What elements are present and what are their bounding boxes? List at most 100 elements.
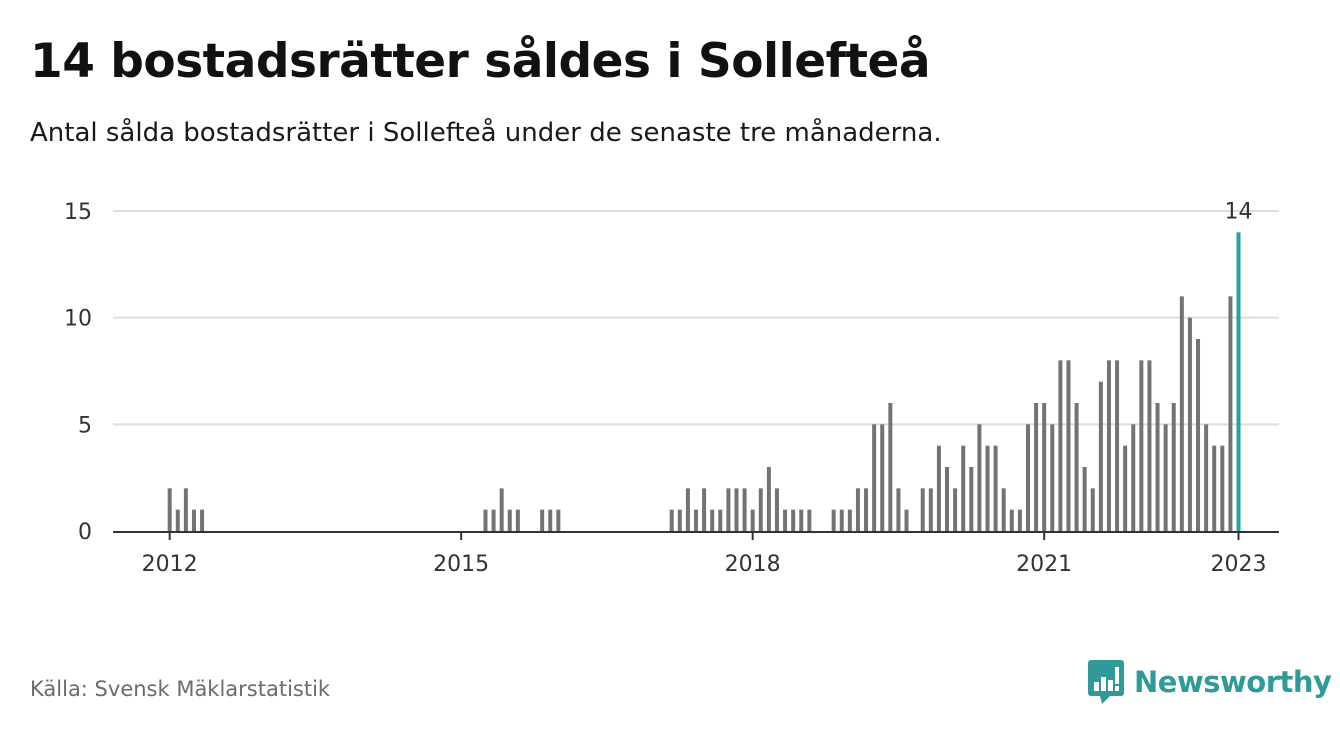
bar xyxy=(483,509,488,531)
bar xyxy=(540,509,545,531)
bar xyxy=(953,488,958,531)
bar xyxy=(175,509,180,531)
y-axis-ticks: 0 5 10 15 xyxy=(64,200,92,545)
bar xyxy=(1131,424,1136,531)
bar xyxy=(694,509,698,531)
bar xyxy=(710,509,715,531)
bar xyxy=(1115,360,1120,531)
bar xyxy=(783,509,788,531)
bar xyxy=(880,424,885,531)
bar xyxy=(904,509,909,531)
bar xyxy=(1228,296,1233,531)
x-tick-label: 2023 xyxy=(1211,552,1267,577)
chart-subtitle: Antal sålda bostadsrätter i Sollefteå un… xyxy=(30,118,942,148)
bar xyxy=(945,467,950,531)
x-tick-label: 2018 xyxy=(725,552,781,577)
bar xyxy=(1050,424,1055,531)
bar xyxy=(1220,445,1225,531)
bar xyxy=(936,445,941,531)
bar xyxy=(774,488,779,531)
bar xyxy=(1001,488,1006,531)
bar xyxy=(831,509,836,531)
bar xyxy=(985,445,990,531)
bar xyxy=(1123,445,1128,531)
bar xyxy=(766,467,771,531)
y-tick-label: 15 xyxy=(64,200,92,225)
bar xyxy=(718,509,723,531)
bar xyxy=(507,509,512,531)
bar xyxy=(1204,424,1209,531)
bar xyxy=(855,488,860,531)
bar xyxy=(742,488,747,531)
bar xyxy=(167,488,172,531)
bar xyxy=(847,509,852,531)
data-label-latest: 14 xyxy=(1225,199,1253,224)
bar xyxy=(1082,467,1087,531)
bar xyxy=(685,488,690,531)
brand-logo: Newsworthy xyxy=(1088,660,1332,704)
bar xyxy=(1179,296,1184,531)
chart-title: 14 bostadsrätter såldes i Sollefteå xyxy=(30,34,931,89)
bar xyxy=(548,509,553,531)
bar xyxy=(1009,509,1014,531)
x-tick-label: 2021 xyxy=(1016,552,1072,577)
data-labels: 14 xyxy=(1225,199,1253,224)
bar-chart: 0 5 10 15 2012 2015 2018 2021 2023 14 xyxy=(64,199,1279,577)
bar xyxy=(191,509,196,531)
bar xyxy=(961,445,966,531)
x-axis-ticks: 2012 2015 2018 2021 2023 xyxy=(142,532,1267,577)
bar xyxy=(200,509,205,531)
y-tick-label: 0 xyxy=(78,520,92,545)
bar xyxy=(758,488,763,531)
bar xyxy=(1196,339,1201,531)
bar xyxy=(1090,488,1095,531)
bar xyxy=(1074,403,1079,531)
bar xyxy=(556,509,561,531)
bar xyxy=(888,403,893,531)
bar xyxy=(1066,360,1071,531)
bar xyxy=(1147,360,1152,531)
bar xyxy=(1034,403,1039,531)
gridlines xyxy=(113,210,1279,426)
bar xyxy=(1106,360,1111,531)
bar xyxy=(677,509,682,531)
y-tick-label: 10 xyxy=(64,307,92,332)
bar xyxy=(499,488,504,531)
bar xyxy=(896,488,901,531)
bar xyxy=(515,509,520,531)
bar xyxy=(1025,424,1030,531)
bar xyxy=(1163,424,1168,531)
bar xyxy=(993,445,998,531)
bar-highlighted xyxy=(1236,232,1241,532)
bar xyxy=(702,488,707,531)
bar xyxy=(734,488,739,531)
bar xyxy=(1098,381,1103,531)
bar xyxy=(1171,403,1176,531)
bar xyxy=(839,509,844,531)
bar xyxy=(1058,360,1063,531)
bar xyxy=(1155,403,1160,531)
bar xyxy=(872,424,877,531)
source-note: Källa: Svensk Mäklarstatistik xyxy=(30,677,331,701)
bar xyxy=(920,488,925,531)
bar xyxy=(726,488,731,531)
bar xyxy=(928,488,933,531)
newsworthy-logo-icon xyxy=(1088,660,1124,704)
bar xyxy=(1017,509,1022,531)
bar xyxy=(1042,403,1047,531)
bar xyxy=(799,509,804,531)
bar xyxy=(750,509,755,531)
bar xyxy=(183,488,188,531)
x-tick-label: 2015 xyxy=(433,552,489,577)
bar xyxy=(977,424,982,531)
bars xyxy=(167,232,1241,532)
x-tick-label: 2012 xyxy=(142,552,198,577)
bar xyxy=(807,509,812,531)
bar xyxy=(1139,360,1144,531)
bar xyxy=(791,509,796,531)
brand-name: Newsworthy xyxy=(1134,665,1332,699)
y-tick-label: 5 xyxy=(78,413,92,438)
bar xyxy=(1187,317,1192,531)
bar xyxy=(969,467,974,531)
bar xyxy=(669,509,674,531)
